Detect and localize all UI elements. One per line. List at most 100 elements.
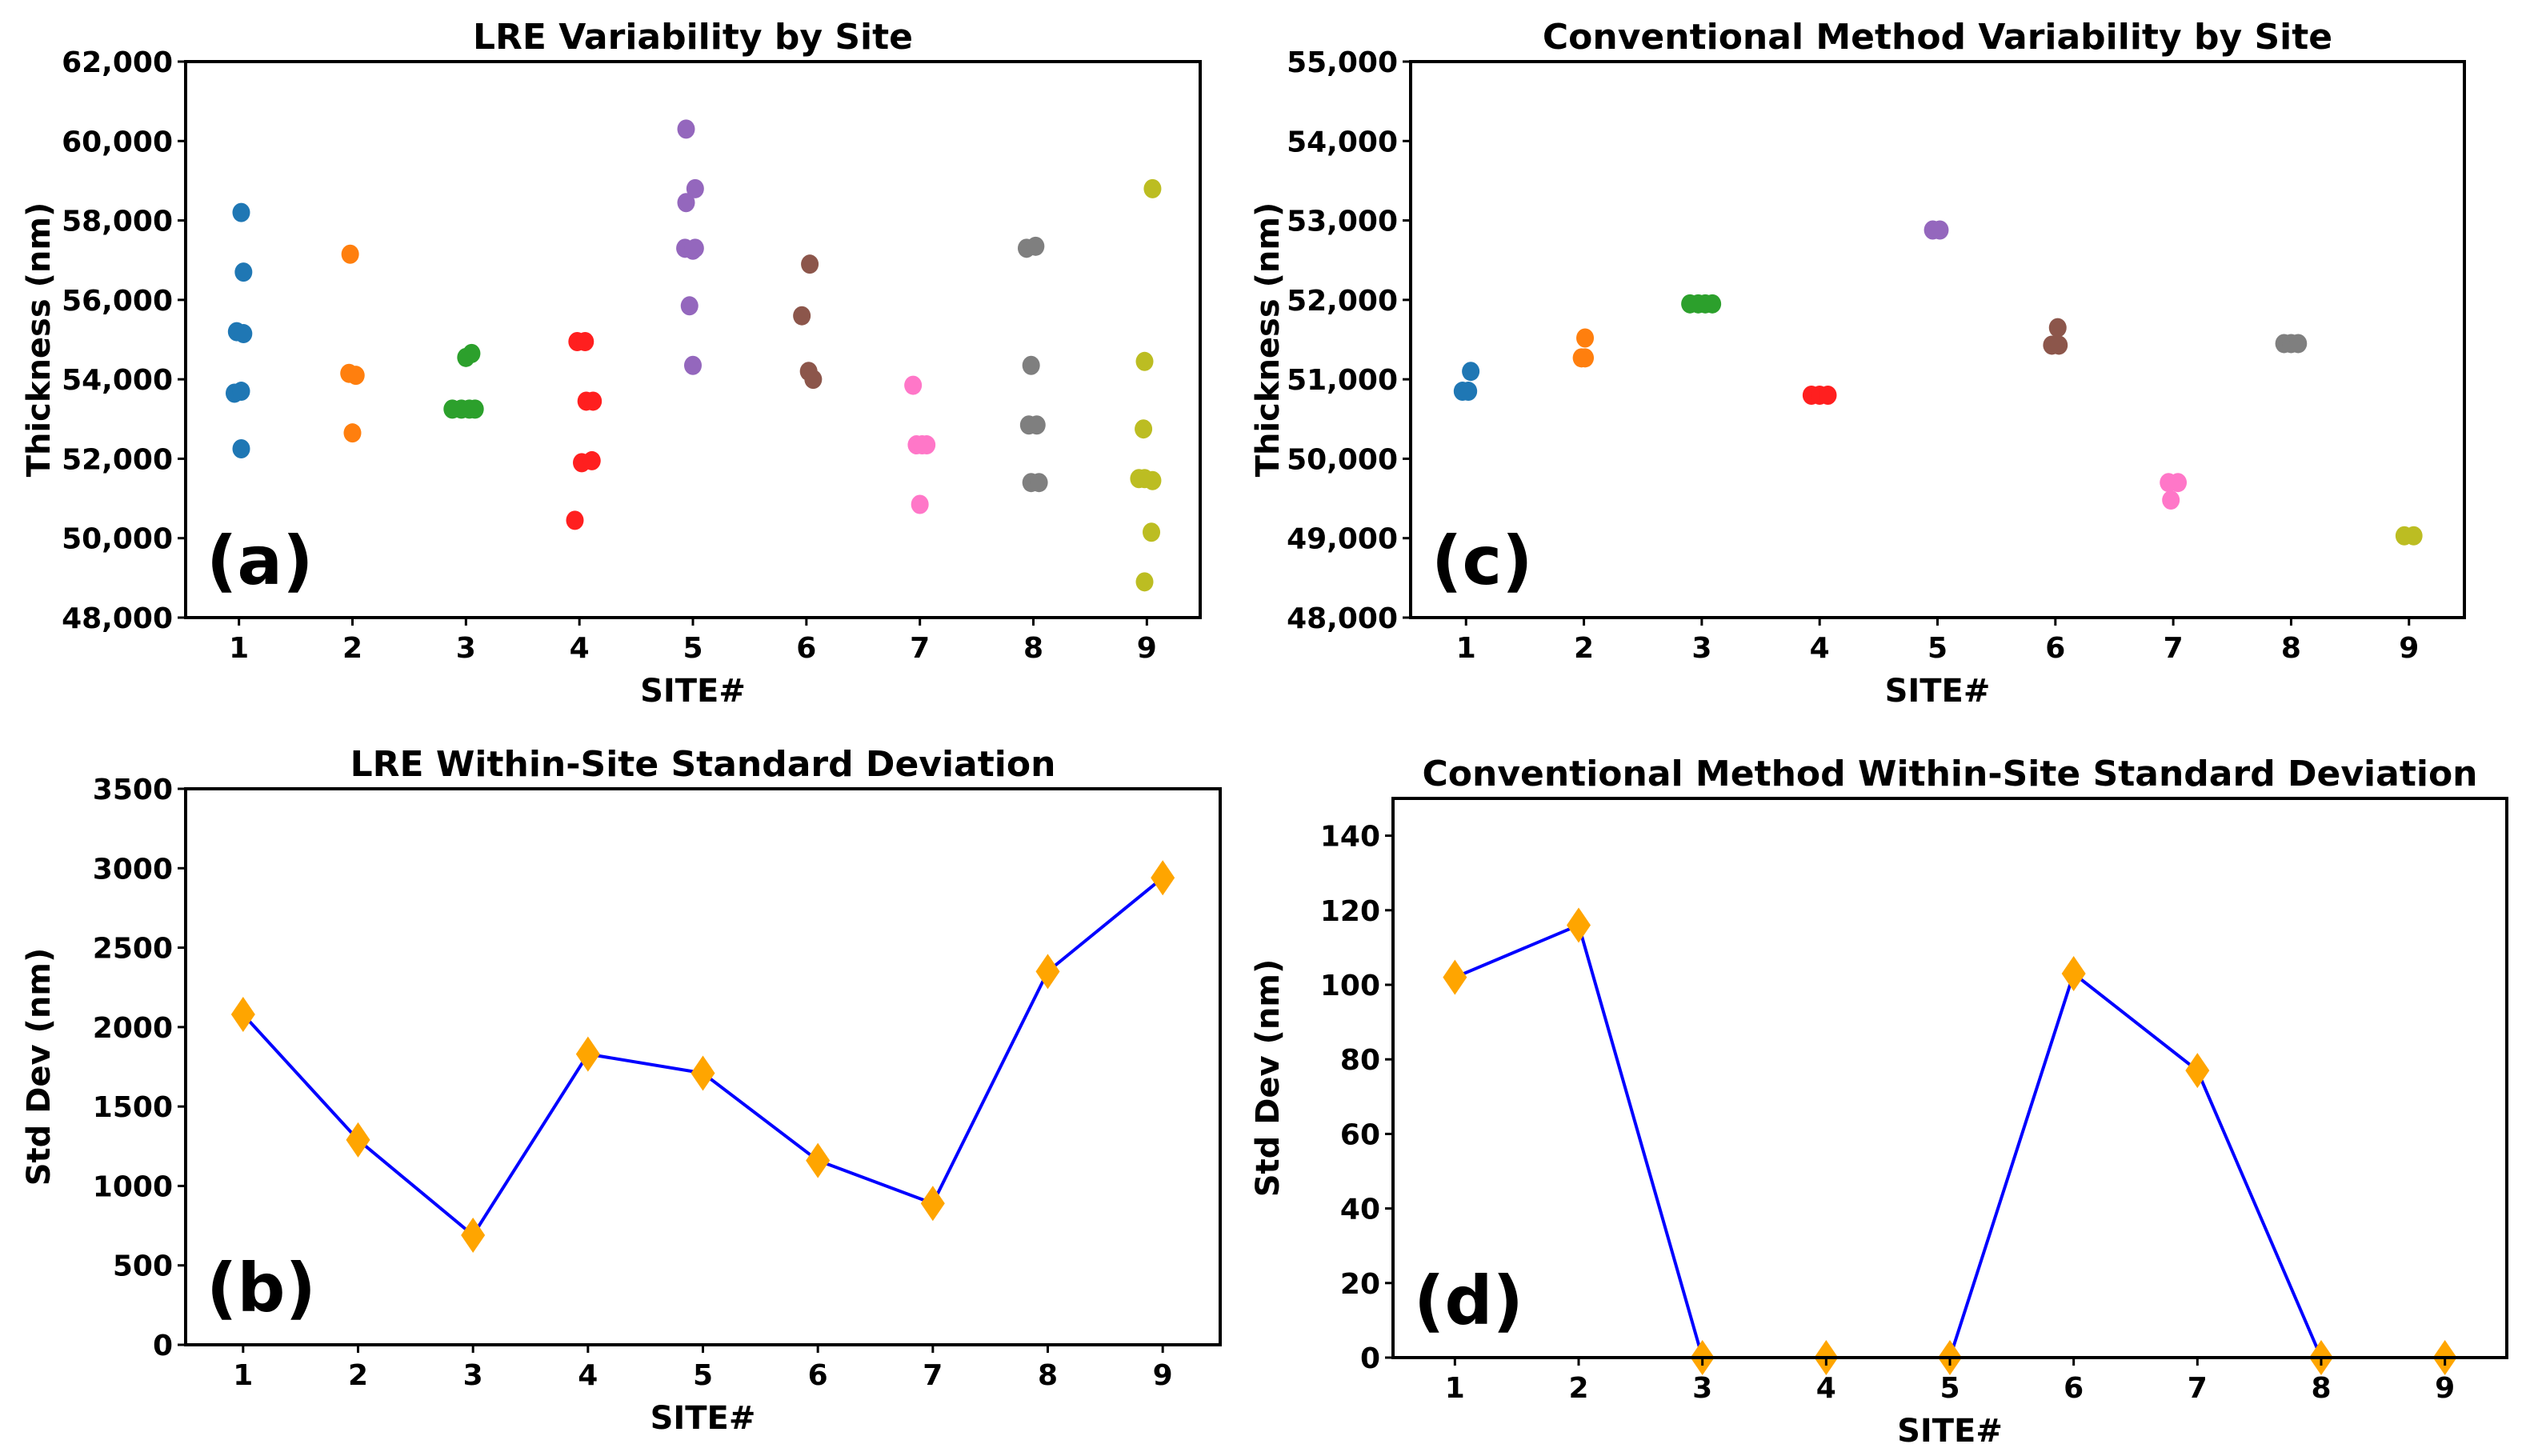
x-tick-label: 3	[463, 1359, 483, 1392]
chart-title: LRE Variability by Site	[473, 17, 913, 58]
y-tick-label: 2000	[93, 1012, 173, 1045]
x-tick-label: 1	[229, 632, 249, 665]
data-point-site-4	[584, 391, 602, 411]
y-tick-label: 48,000	[62, 602, 173, 635]
y-tick-label: 0	[153, 1330, 173, 1362]
x-tick-label: 4	[1816, 1372, 1836, 1405]
axes-frame	[1409, 60, 2466, 619]
axes-frame	[1391, 797, 2508, 1359]
std-dev-line	[1454, 922, 2445, 1359]
x-tick-label: 5	[1928, 632, 1948, 665]
data-point-site-8	[1027, 415, 1046, 435]
x-tick-label: 7	[2188, 1372, 2208, 1405]
y-axis-label: Thickness (nm)	[1250, 202, 1287, 478]
data-point-site-5	[677, 193, 695, 213]
data-point-site-5	[680, 296, 699, 316]
panel-label: (d)	[1414, 1262, 1523, 1340]
y-axis-label: Std Dev (nm)	[21, 948, 58, 1186]
diamond-marker-site-8	[1035, 954, 1060, 990]
x-axis-label: SITE#	[1885, 673, 1991, 710]
y-tick-label: 1500	[93, 1091, 173, 1124]
x-tick-label: 6	[808, 1359, 828, 1392]
data-point-site-2	[346, 366, 365, 386]
y-tick-label: 52,000	[1287, 285, 1398, 318]
data-point-site-7	[2162, 490, 2180, 510]
x-tick-label: 3	[456, 632, 476, 665]
x-tick-label: 7	[2164, 632, 2184, 665]
diamond-marker-site-6	[2061, 956, 2086, 992]
data-point-site-1	[232, 202, 250, 222]
diamond-marker-site-6	[806, 1142, 831, 1178]
panel-c: Conventional Method Variability by Site 1…	[1250, 17, 2466, 710]
diamond-marker-site-3	[461, 1217, 486, 1253]
y-tick-label: 56,000	[62, 285, 173, 318]
data-point-site-2	[343, 423, 362, 443]
data-point-site-9	[1143, 522, 1161, 542]
panel-label: (c)	[1431, 522, 1533, 600]
data-point-site-8	[1027, 236, 1045, 256]
diamond-marker-site-1	[230, 996, 255, 1032]
diamond-marker-site-2	[1567, 907, 1591, 943]
x-tick-label: 9	[2399, 632, 2419, 665]
chart-title: LRE Within-Site Standard Deviation	[350, 744, 1056, 785]
data-point-site-2	[341, 244, 359, 264]
diamond-marker-site-2	[346, 1122, 370, 1158]
x-tick-label: 2	[348, 1359, 368, 1392]
y-tick-label: 140	[1320, 821, 1380, 854]
x-tick-label: 4	[1810, 632, 1830, 665]
data-point-site-5	[686, 178, 704, 198]
data-point-site-9	[1143, 178, 1162, 198]
data-point-site-9	[1135, 572, 1154, 592]
x-axis-label: SITE#	[1897, 1413, 2003, 1450]
x-axis-label: SITE#	[651, 1400, 756, 1437]
data-point-site-2	[1576, 328, 1595, 348]
y-tick-label: 49,000	[1287, 523, 1398, 556]
y-tick-label: 51,000	[1287, 364, 1398, 397]
x-tick-label: 9	[2435, 1372, 2455, 1405]
y-axis-label: Std Dev (nm)	[1250, 959, 1287, 1198]
x-tick-label: 3	[1691, 632, 1711, 665]
y-tick-label: 60	[1340, 1118, 1380, 1151]
x-tick-label: 1	[1445, 1372, 1465, 1405]
data-point-site-6	[804, 370, 823, 390]
data-point-site-5	[1931, 220, 1949, 240]
x-tick-label: 8	[2311, 1372, 2331, 1405]
panel-label: (b)	[206, 1249, 316, 1327]
data-point-site-6	[2048, 318, 2067, 338]
axes-frame	[184, 60, 1202, 619]
data-point-site-1	[234, 262, 253, 282]
panel-a: LRE Variability by Site 1 2 3 4 5 6 7 8 9 48,000 50…	[21, 17, 1202, 710]
y-tick-label: 50,000	[1287, 443, 1398, 476]
data-point-site-8	[1022, 355, 1040, 375]
data-point-site-3	[466, 399, 484, 419]
data-point-site-7	[904, 375, 923, 395]
x-tick-label: 9	[1153, 1359, 1173, 1392]
data-point-site-7	[2169, 473, 2188, 493]
diamond-marker-site-7	[2185, 1053, 2210, 1089]
data-point-site-6	[2050, 335, 2068, 355]
data-point-site-1	[234, 324, 253, 344]
x-tick-label: 6	[2064, 1372, 2084, 1405]
y-tick-label: 60,000	[62, 126, 173, 158]
data-point-site-3	[462, 343, 481, 363]
panel-b: LRE Within-Site Standard Deviation 1 2 3 4 5 6…	[21, 744, 1222, 1437]
y-tick-label: 2500	[93, 933, 173, 966]
x-tick-label: 7	[910, 632, 930, 665]
data-point-site-1	[232, 382, 250, 402]
x-tick-label: 9	[1137, 632, 1157, 665]
data-point-site-8	[2289, 334, 2308, 354]
data-point-site-5	[677, 119, 695, 139]
y-tick-label: 1000	[93, 1170, 173, 1203]
y-tick-label: 48,000	[1287, 602, 1398, 635]
x-tick-label: 5	[683, 632, 703, 665]
y-tick-label: 3000	[93, 853, 173, 886]
diamond-marker-site-9	[1151, 860, 1175, 896]
diamond-marker-site-5	[691, 1055, 715, 1091]
y-tick-label: 120	[1320, 895, 1380, 928]
x-tick-label: 5	[1940, 1372, 1960, 1405]
panel-d: Conventional Method Within-Site Standard…	[1250, 754, 2508, 1450]
x-tick-label: 8	[1023, 632, 1043, 665]
data-point-site-7	[918, 435, 936, 455]
y-tick-label: 52,000	[62, 443, 173, 476]
